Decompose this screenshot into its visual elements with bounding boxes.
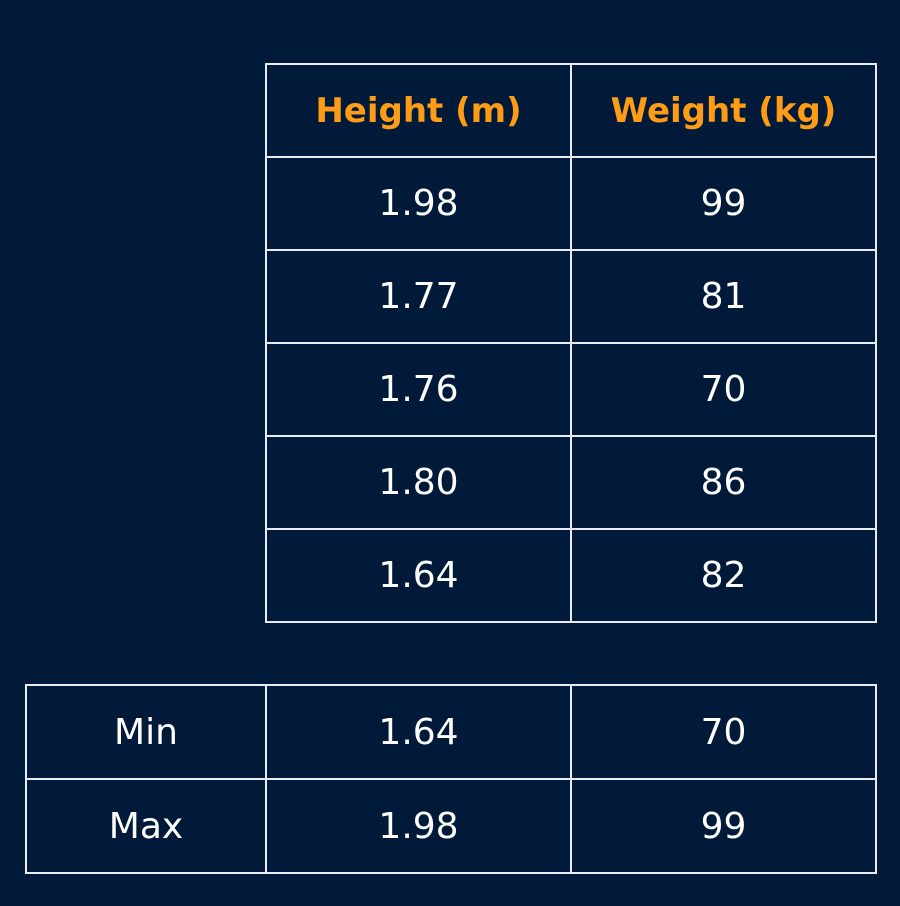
- table-row: 1.76 70: [265, 342, 877, 437]
- table-row: 1.80 86: [265, 435, 877, 530]
- summary-height-cell: 1.64: [265, 684, 572, 780]
- table-row: 1.64 82: [265, 528, 877, 623]
- min-max-summary-table: Min 1.64 70 Max 1.98 99: [25, 684, 877, 874]
- summary-label-cell: Min: [25, 684, 267, 780]
- height-column-header: Height (m): [265, 63, 572, 158]
- height-cell: 1.64: [265, 528, 572, 623]
- weight-cell: 82: [570, 528, 877, 623]
- summary-weight-cell: 99: [570, 778, 877, 874]
- weight-cell: 86: [570, 435, 877, 530]
- height-weight-table: Height (m) Weight (kg) 1.98 99 1.77 81 1…: [265, 63, 877, 623]
- summary-weight-cell: 70: [570, 684, 877, 780]
- height-cell: 1.98: [265, 156, 572, 251]
- summary-label-cell: Max: [25, 778, 267, 874]
- height-cell: 1.76: [265, 342, 572, 437]
- weight-cell: 99: [570, 156, 877, 251]
- table-row: 1.77 81: [265, 249, 877, 344]
- table-header-row: Height (m) Weight (kg): [265, 63, 877, 158]
- summary-row-max: Max 1.98 99: [25, 778, 877, 874]
- weight-cell: 70: [570, 342, 877, 437]
- table-row: 1.98 99: [265, 156, 877, 251]
- height-cell: 1.80: [265, 435, 572, 530]
- summary-row-min: Min 1.64 70: [25, 684, 877, 780]
- weight-column-header: Weight (kg): [570, 63, 877, 158]
- height-cell: 1.77: [265, 249, 572, 344]
- summary-height-cell: 1.98: [265, 778, 572, 874]
- weight-cell: 81: [570, 249, 877, 344]
